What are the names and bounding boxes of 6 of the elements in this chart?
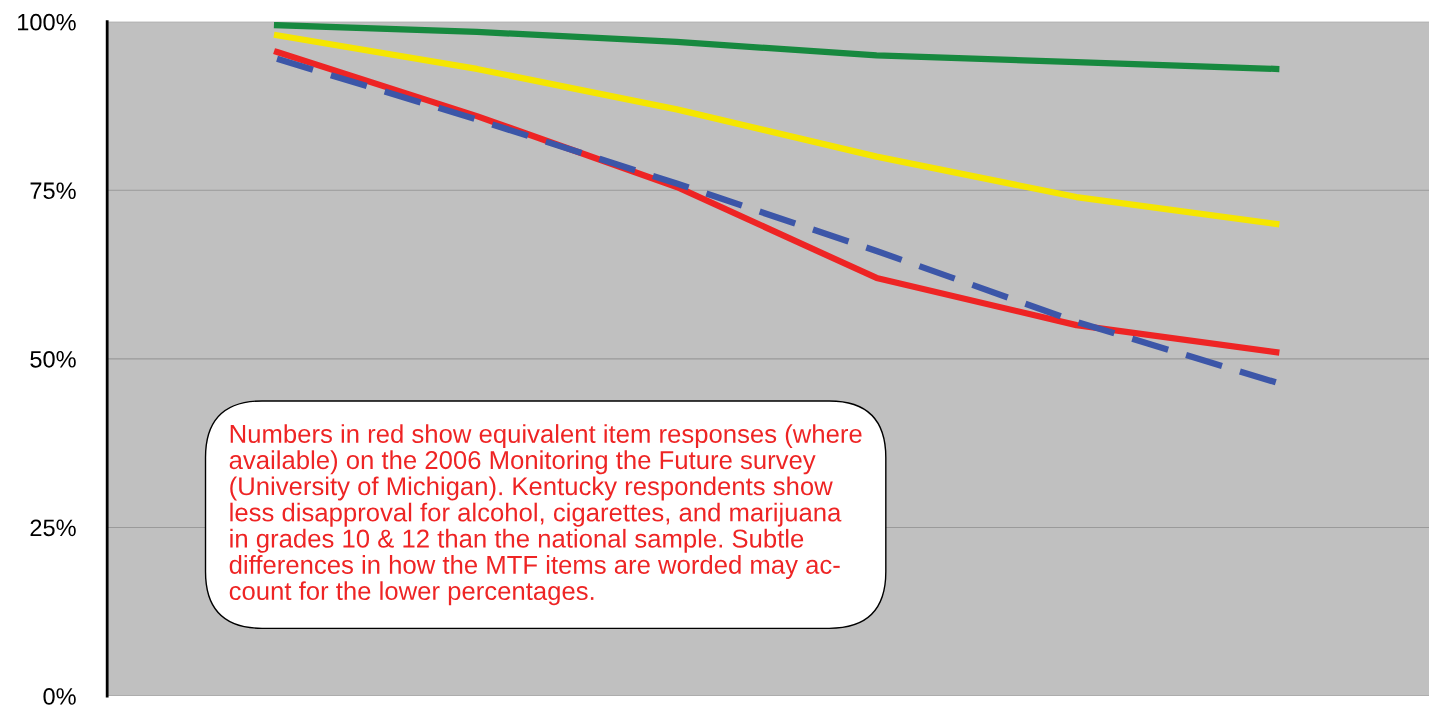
y-tick-label: 75% <box>30 182 76 200</box>
y-tick-label: 50% <box>30 350 76 368</box>
annotation: Numbers in red show equivalent item responses (where available) on the 2006 Monitoring the Future survey (University of Michigan). Kentucky respondents show less disapproval for alcohol, cigarettes, and marijuana in grades 10 & 12 than the national sample. Subtle differences in how the MTF items are worded may ac- count for the lower percentages. <box>229 424 862 606</box>
y-tick-label: 100% <box>18 13 76 31</box>
y-tick-label: 25% <box>30 519 76 537</box>
y-tick-label: 0% <box>43 688 76 705</box>
